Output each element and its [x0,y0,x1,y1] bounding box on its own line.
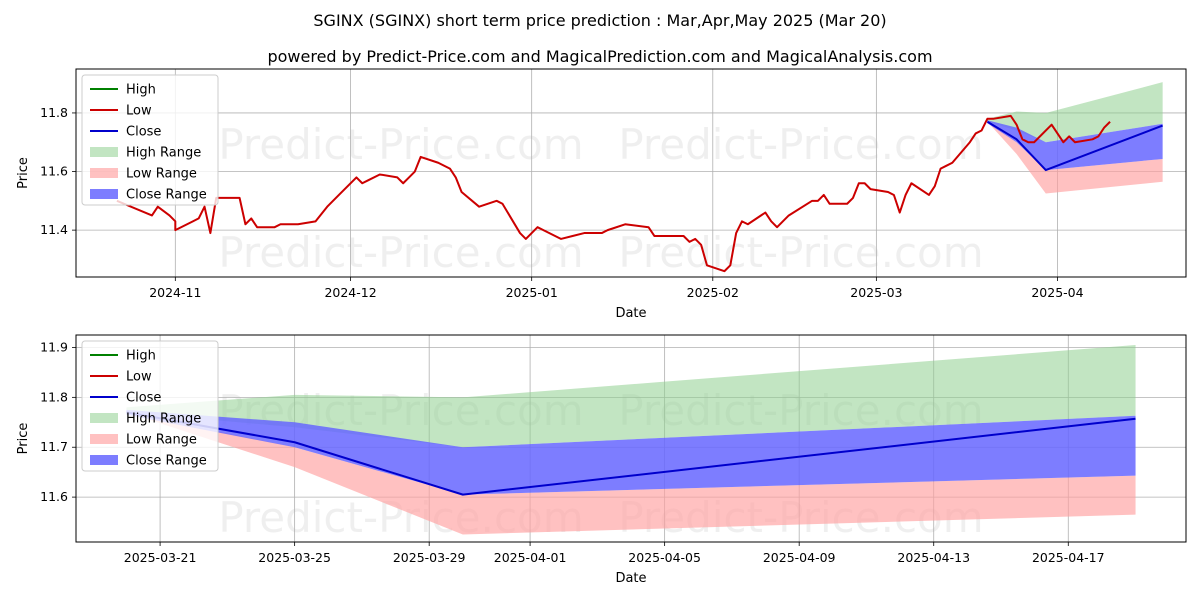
legend-label: Close Range [126,454,207,469]
legend-swatch-high-range [90,413,118,423]
low-range-band [987,121,1163,194]
legend-label: Low Range [126,167,197,182]
watermark-text: Predict-Price.com [618,120,983,169]
legend-label: Close [126,391,161,406]
plot-frame [75,68,1187,278]
chart-title: SGINX (SGINX) short term price predictio… [313,11,886,30]
high-range-band [987,82,1163,143]
y-tick-label: 11.8 [40,389,68,404]
legend-swatch-low-range [90,434,118,444]
close-range-band [987,120,1163,171]
x-tick-label: 2025-03-29 [393,550,466,565]
x-tick-label: 2024-12 [324,285,376,300]
legend-label: High [126,349,156,364]
legend-swatch-low-range [90,168,118,178]
y-tick-label: 11.9 [40,339,68,354]
close-line [986,120,1163,172]
x-tick-label: 2025-04-01 [494,550,567,565]
x-tick-label: 2025-04-05 [628,550,701,565]
x-tick-label: 2025-04-13 [897,550,970,565]
y-axis-label: Price [16,423,31,455]
chart-subtitle: powered by Predict-Price.com and Magical… [267,47,932,66]
y-tick-label: 11.6 [40,164,68,179]
y-axis-label: Price [16,157,31,189]
low-range-band [126,412,1136,535]
legend-swatch-high-range [90,147,118,157]
legend-label: Low Range [126,433,197,448]
legend-swatch-close-range [90,455,118,465]
x-tick-label: 2025-04-09 [763,550,836,565]
y-tick-label: 11.6 [40,489,68,504]
legend-swatch-close-range [90,189,118,199]
x-tick-label: 2025-04 [1031,285,1083,300]
watermark-text: Predict-Price.com [218,120,583,169]
x-tick-label: 2025-01 [506,285,558,300]
x-axis-label: Date [615,571,646,586]
legend-label: Low [126,370,152,385]
low-line [116,114,1111,273]
high-range-band [126,344,1136,448]
y-tick-label: 11.7 [40,439,68,454]
x-tick-label: 2025-03-25 [258,550,331,565]
legend-label: High [126,83,156,98]
forecast-panel: Predict-Price.comPredict-Price.comPredic… [16,334,1187,586]
plot-frame [75,334,1187,543]
x-tick-label: 2025-03-21 [124,550,197,565]
y-tick-label: 11.8 [40,105,68,120]
legend-label: Close Range [126,188,207,203]
close-range-band [126,409,1136,495]
x-tick-label: 2025-04-17 [1032,550,1105,565]
x-tick-label: 2025-02 [687,285,739,300]
history-panel: Predict-Price.com Predict-Price.comPredic… [16,68,1187,321]
legend-label: Close [126,125,161,140]
legend-label: Low [126,104,152,119]
x-axis-label: Date [615,306,646,321]
legend-label: High Range [126,146,201,161]
x-tick-label: 2025-03 [850,285,902,300]
legend-label: High Range [126,412,201,427]
x-tick-label: 2024-11 [149,285,201,300]
y-tick-label: 11.4 [40,222,68,237]
